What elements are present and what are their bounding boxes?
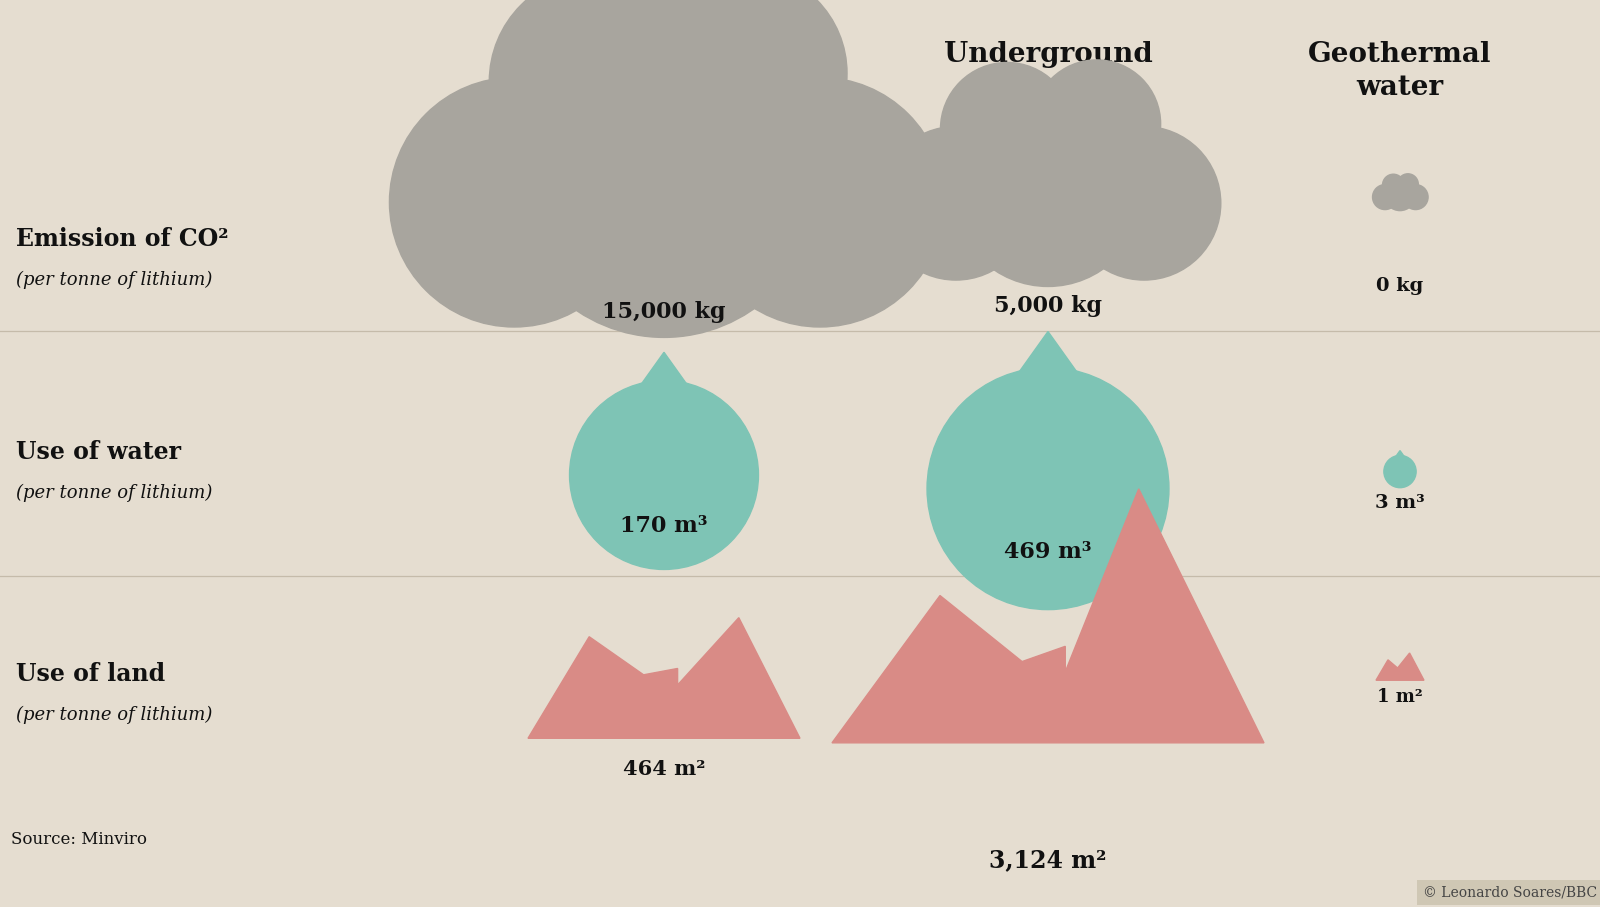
Ellipse shape [878,126,1032,280]
Text: 170 m³: 170 m³ [621,515,707,537]
Text: 464 m²: 464 m² [622,759,706,779]
Ellipse shape [1373,185,1397,210]
Text: 3,124 m²: 3,124 m² [989,848,1107,872]
Text: 469 m³: 469 m³ [1005,541,1091,563]
Ellipse shape [926,367,1170,610]
Ellipse shape [570,381,758,570]
Text: (per tonne of lithium): (per tonne of lithium) [16,483,213,502]
Ellipse shape [509,25,819,337]
Ellipse shape [1067,126,1221,280]
Ellipse shape [490,0,706,190]
Text: Underground
reservoirs: Underground reservoirs [944,41,1152,101]
Polygon shape [832,489,1264,743]
Text: (per tonne of lithium): (per tonne of lithium) [16,270,213,288]
Ellipse shape [952,94,1144,287]
Text: (per tonne of lithium): (per tonne of lithium) [16,706,213,724]
Text: 3 m³: 3 m³ [1374,494,1426,512]
Polygon shape [1376,653,1424,680]
Text: Hard rock
mining: Hard rock mining [586,41,742,101]
Ellipse shape [1384,180,1416,210]
Polygon shape [528,618,800,738]
Ellipse shape [1397,174,1418,195]
Ellipse shape [1382,174,1405,196]
Text: Geothermal
water: Geothermal water [1309,41,1491,101]
Text: Use of water: Use of water [16,440,181,463]
Text: 15,000 kg: 15,000 kg [602,301,726,323]
Ellipse shape [638,0,846,177]
Text: 0 kg: 0 kg [1376,277,1424,295]
Text: © Leonardo Soares/BBC: © Leonardo Soares/BBC [1422,886,1597,900]
Text: 1 m²: 1 m² [1378,688,1422,706]
Text: Emission of CO²: Emission of CO² [16,227,229,250]
Ellipse shape [389,77,638,327]
Ellipse shape [1384,455,1416,488]
Text: 5,000 kg: 5,000 kg [994,295,1102,317]
Ellipse shape [694,77,944,327]
Ellipse shape [941,63,1074,196]
Polygon shape [1387,451,1413,469]
Text: Use of land: Use of land [16,662,165,686]
Polygon shape [587,352,741,461]
Ellipse shape [1032,60,1160,188]
Ellipse shape [1403,185,1429,210]
Polygon shape [949,331,1147,471]
Text: Source: Minviro: Source: Minviro [11,831,147,848]
